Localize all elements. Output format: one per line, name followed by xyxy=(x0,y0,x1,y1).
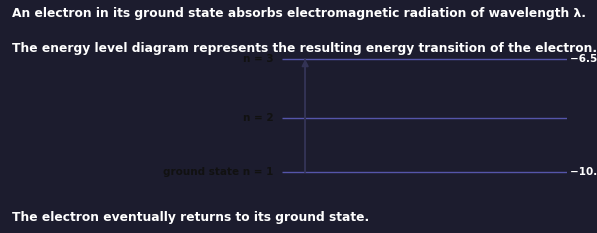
Text: n = 2: n = 2 xyxy=(243,113,274,123)
Text: −6.5 eV: −6.5 eV xyxy=(570,54,597,64)
Text: The electron eventually returns to its ground state.: The electron eventually returns to its g… xyxy=(12,211,369,224)
Text: n = 3: n = 3 xyxy=(243,54,274,64)
Text: An electron in its ground state absorbs electromagnetic radiation of wavelength : An electron in its ground state absorbs … xyxy=(12,7,586,20)
Text: The energy level diagram represents the resulting energy transition of the elect: The energy level diagram represents the … xyxy=(12,42,597,55)
Text: ground state n = 1: ground state n = 1 xyxy=(164,167,274,177)
Text: −10.8 eV: −10.8 eV xyxy=(570,167,597,177)
